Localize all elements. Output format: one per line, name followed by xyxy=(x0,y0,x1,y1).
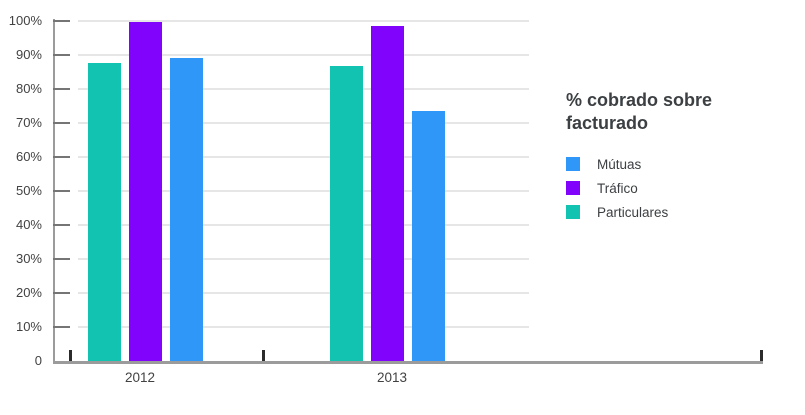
bar-trafico-2012[interactable] xyxy=(129,21,162,361)
legend-item-particulares[interactable]: Particulares xyxy=(566,204,751,220)
legend-swatch xyxy=(566,181,580,195)
y-axis-label: 70% xyxy=(15,114,42,130)
y-axis-tick xyxy=(53,291,70,294)
bar-mutuas-2012[interactable] xyxy=(170,57,203,361)
y-axis-tick xyxy=(53,19,70,22)
legend-items: Mútuas Tráfico Particulares xyxy=(566,156,751,220)
gridline xyxy=(78,53,529,56)
bar-particulares-2013[interactable] xyxy=(330,66,363,361)
y-axis-label: 30% xyxy=(15,250,42,266)
gridline xyxy=(78,87,529,90)
bar-trafico-2013[interactable] xyxy=(371,25,404,361)
x-axis-label-2012: 2012 xyxy=(124,370,156,385)
y-axis-label: 40% xyxy=(15,216,42,232)
y-axis-label: 90% xyxy=(15,46,42,62)
legend-item-label: Particulares xyxy=(597,204,669,220)
y-axis-tick xyxy=(53,87,70,90)
y-axis-label: 10% xyxy=(15,318,42,334)
y-axis-tick xyxy=(53,257,70,260)
y-axis-label: 50% xyxy=(15,182,42,198)
gridline xyxy=(78,257,529,260)
gridline xyxy=(78,325,529,328)
x-axis-tick xyxy=(262,350,265,361)
legend-swatch xyxy=(566,205,580,219)
gridline xyxy=(78,291,529,294)
legend-item-label: Tráfico xyxy=(597,180,638,196)
bar-mutuas-2013[interactable] xyxy=(412,110,445,361)
x-axis-tick xyxy=(760,350,763,361)
gridline xyxy=(78,19,529,22)
bar-particulares-2012[interactable] xyxy=(88,63,121,361)
y-axis-tick xyxy=(53,189,70,192)
x-axis-tick xyxy=(69,350,72,361)
gridline xyxy=(78,223,529,226)
y-axis-label: 20% xyxy=(15,284,42,300)
y-axis-label: 60% xyxy=(15,148,42,164)
y-axis-label: 0 xyxy=(34,353,42,368)
chart-legend: % cobrado sobre facturado Mútuas Tráfico P… xyxy=(566,89,751,229)
legend-title: % cobrado sobre facturado xyxy=(566,90,713,133)
gridline xyxy=(78,155,529,158)
legend-swatch xyxy=(566,157,580,171)
x-axis-line xyxy=(53,361,763,364)
x-axis-label-2013: 2013 xyxy=(376,370,408,385)
y-axis-label: 80% xyxy=(15,80,42,96)
y-axis-tick xyxy=(53,155,70,158)
y-axis-tick xyxy=(53,325,70,328)
y-axis-tick xyxy=(53,223,70,226)
legend-item-label: Mútuas xyxy=(597,156,642,172)
gridline xyxy=(78,189,529,192)
y-axis-tick xyxy=(53,121,70,124)
gridline xyxy=(78,121,529,124)
legend-item-trafico[interactable]: Tráfico xyxy=(566,180,751,196)
legend-item-mutuas[interactable]: Mútuas xyxy=(566,156,751,172)
y-axis-label: 100% xyxy=(8,12,42,28)
y-axis-tick xyxy=(53,53,70,56)
